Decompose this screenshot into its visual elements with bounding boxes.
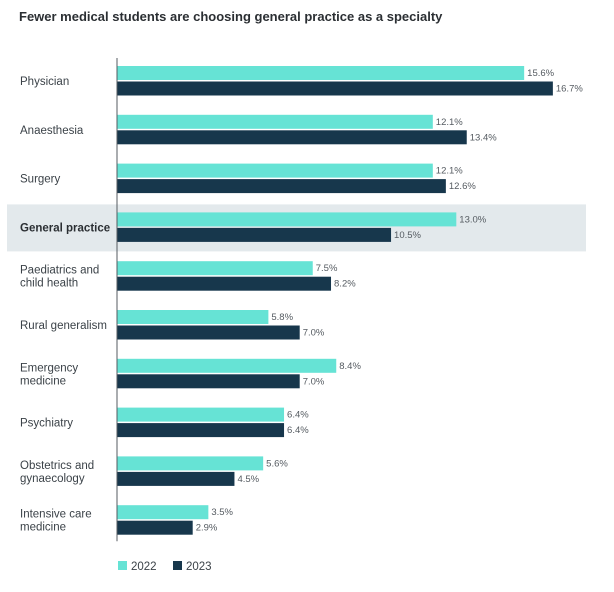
value-label: 10.5%	[394, 230, 421, 241]
bar-2023	[117, 276, 332, 291]
bar-2022	[117, 163, 433, 178]
legend-label: 2022	[131, 561, 157, 573]
value-label: 6.4%	[287, 425, 309, 436]
bar-2023	[117, 423, 285, 438]
value-label: 13.0%	[459, 214, 486, 225]
value-label: 4.5%	[237, 474, 259, 485]
value-label: 15.6%	[527, 68, 554, 79]
bar-2022	[117, 505, 209, 520]
value-label: 12.6%	[449, 181, 476, 192]
bar-2022	[117, 407, 285, 422]
bar-2022	[117, 358, 337, 373]
bar-2023	[117, 471, 235, 486]
legend-label: 2023	[186, 561, 212, 573]
value-label: 12.1%	[436, 166, 463, 177]
legend-swatch	[118, 561, 127, 570]
category-label: Paediatrics and child health	[20, 265, 99, 290]
value-label: 7.5%	[316, 263, 338, 274]
value-label: 13.4%	[470, 132, 497, 143]
category-label: General practice	[20, 222, 110, 234]
bar-2023	[117, 227, 392, 242]
category-label: Physician	[20, 76, 69, 88]
value-label: 2.9%	[196, 523, 218, 534]
value-label: 8.2%	[334, 279, 356, 290]
value-label: 8.4%	[339, 361, 361, 372]
value-label: 5.8%	[271, 312, 293, 323]
category-label: Surgery	[20, 174, 61, 186]
bar-2023	[117, 374, 300, 389]
bar-2023	[117, 81, 553, 96]
bar-2023	[117, 520, 193, 535]
bar-2023	[117, 179, 446, 194]
chart-title: Fewer medical students are choosing gene…	[19, 9, 443, 24]
value-label: 7.0%	[303, 376, 325, 387]
bar-2022	[117, 114, 433, 129]
bar-2023	[117, 325, 300, 340]
bar-2022	[117, 212, 457, 227]
value-label: 6.4%	[287, 410, 309, 421]
category-label: Anaesthesia	[20, 125, 84, 137]
category-label: Intensive care medicine	[20, 509, 92, 534]
value-label: 12.1%	[436, 117, 463, 128]
value-label: 7.0%	[303, 328, 325, 339]
category-label: Obstetrics and gynaecology	[20, 460, 94, 485]
value-label: 16.7%	[556, 84, 583, 95]
bar-2022	[117, 261, 313, 276]
category-label: Rural generalism	[20, 320, 107, 332]
value-label: 5.6%	[266, 458, 288, 469]
category-label: Psychiatry	[20, 418, 73, 430]
category-label: Emergency medicine	[20, 362, 78, 387]
value-label: 3.5%	[211, 507, 233, 518]
bar-2022	[117, 310, 269, 324]
bar-2022	[117, 66, 525, 80]
legend-swatch	[173, 561, 182, 570]
bar-2022	[117, 456, 264, 471]
bar-2023	[117, 130, 467, 145]
